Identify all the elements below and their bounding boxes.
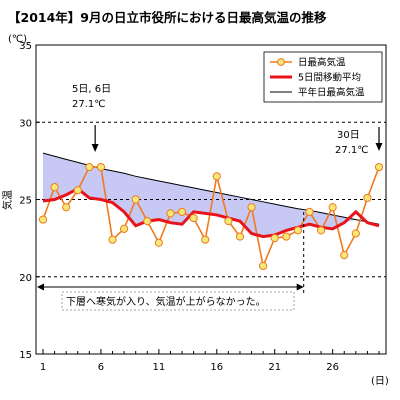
arrow-early-head — [91, 144, 99, 152]
annotation-late-temp: 27.1℃ — [335, 145, 369, 156]
data-point — [62, 203, 71, 212]
y-tick-label: 20 — [19, 273, 32, 284]
y-tick-label: 15 — [19, 350, 32, 361]
data-point — [340, 251, 349, 260]
data-point — [177, 207, 187, 216]
data-point — [224, 217, 233, 226]
data-point — [247, 203, 256, 212]
period-arrow-left-head — [37, 283, 44, 291]
data-point — [259, 261, 268, 271]
annotation-early-days: 5日, 6日 — [72, 84, 111, 95]
data-point — [235, 232, 245, 241]
data-point — [50, 183, 59, 192]
x-tick-label: 11 — [152, 362, 165, 373]
data-point — [143, 217, 152, 226]
x-tick-label: 26 — [326, 362, 339, 373]
data-point — [131, 195, 140, 204]
period-note-box — [61, 291, 295, 311]
x-tick-label: 21 — [268, 362, 281, 373]
period-note-text: 下層へ寒気が入り、気温が上がらなかった。 — [66, 295, 266, 308]
y-tick-label: 30 — [19, 118, 32, 129]
y-tick-label: 25 — [19, 196, 32, 207]
data-point — [120, 224, 129, 233]
data-point — [108, 235, 117, 244]
x-unit-label: (日) — [371, 376, 389, 387]
data-point — [38, 215, 48, 224]
legend-marker — [277, 58, 285, 66]
data-point — [374, 162, 384, 172]
data-point — [201, 235, 210, 244]
x-tick-label: 1 — [40, 362, 46, 373]
annotation-early-temp: 27.1℃ — [72, 99, 106, 110]
data-point — [328, 203, 337, 212]
data-point — [293, 226, 302, 235]
arrow-late-head — [375, 143, 383, 151]
data-point — [85, 162, 94, 172]
data-point — [270, 234, 279, 243]
y-unit-label: (℃) — [8, 34, 27, 45]
legend-label: 日最高気温 — [298, 57, 346, 69]
data-point — [189, 213, 198, 223]
data-point — [351, 229, 360, 238]
data-point — [73, 186, 82, 195]
data-point — [154, 238, 163, 247]
chart-title: 【2014年】9月の日立市役所における日最高気温の推移 — [8, 10, 327, 25]
data-point — [212, 172, 221, 181]
legend-label: 5日間移動平均 — [298, 72, 361, 84]
x-tick-label: 6 — [98, 362, 104, 373]
shaded-region — [43, 153, 379, 237]
annotation-late-day: 30日 — [337, 130, 360, 141]
data-point — [96, 162, 106, 172]
data-point — [305, 207, 314, 216]
x-tick-label: 16 — [210, 362, 223, 373]
data-point — [166, 209, 175, 218]
legend-label: 平年日最高気温 — [298, 87, 365, 99]
y-axis-label: 気温 — [1, 190, 14, 210]
data-point — [316, 226, 326, 235]
data-point — [282, 232, 291, 241]
data-point — [363, 193, 372, 203]
y-tick-label: 35 — [19, 41, 32, 52]
period-arrow-right-head — [296, 283, 304, 291]
